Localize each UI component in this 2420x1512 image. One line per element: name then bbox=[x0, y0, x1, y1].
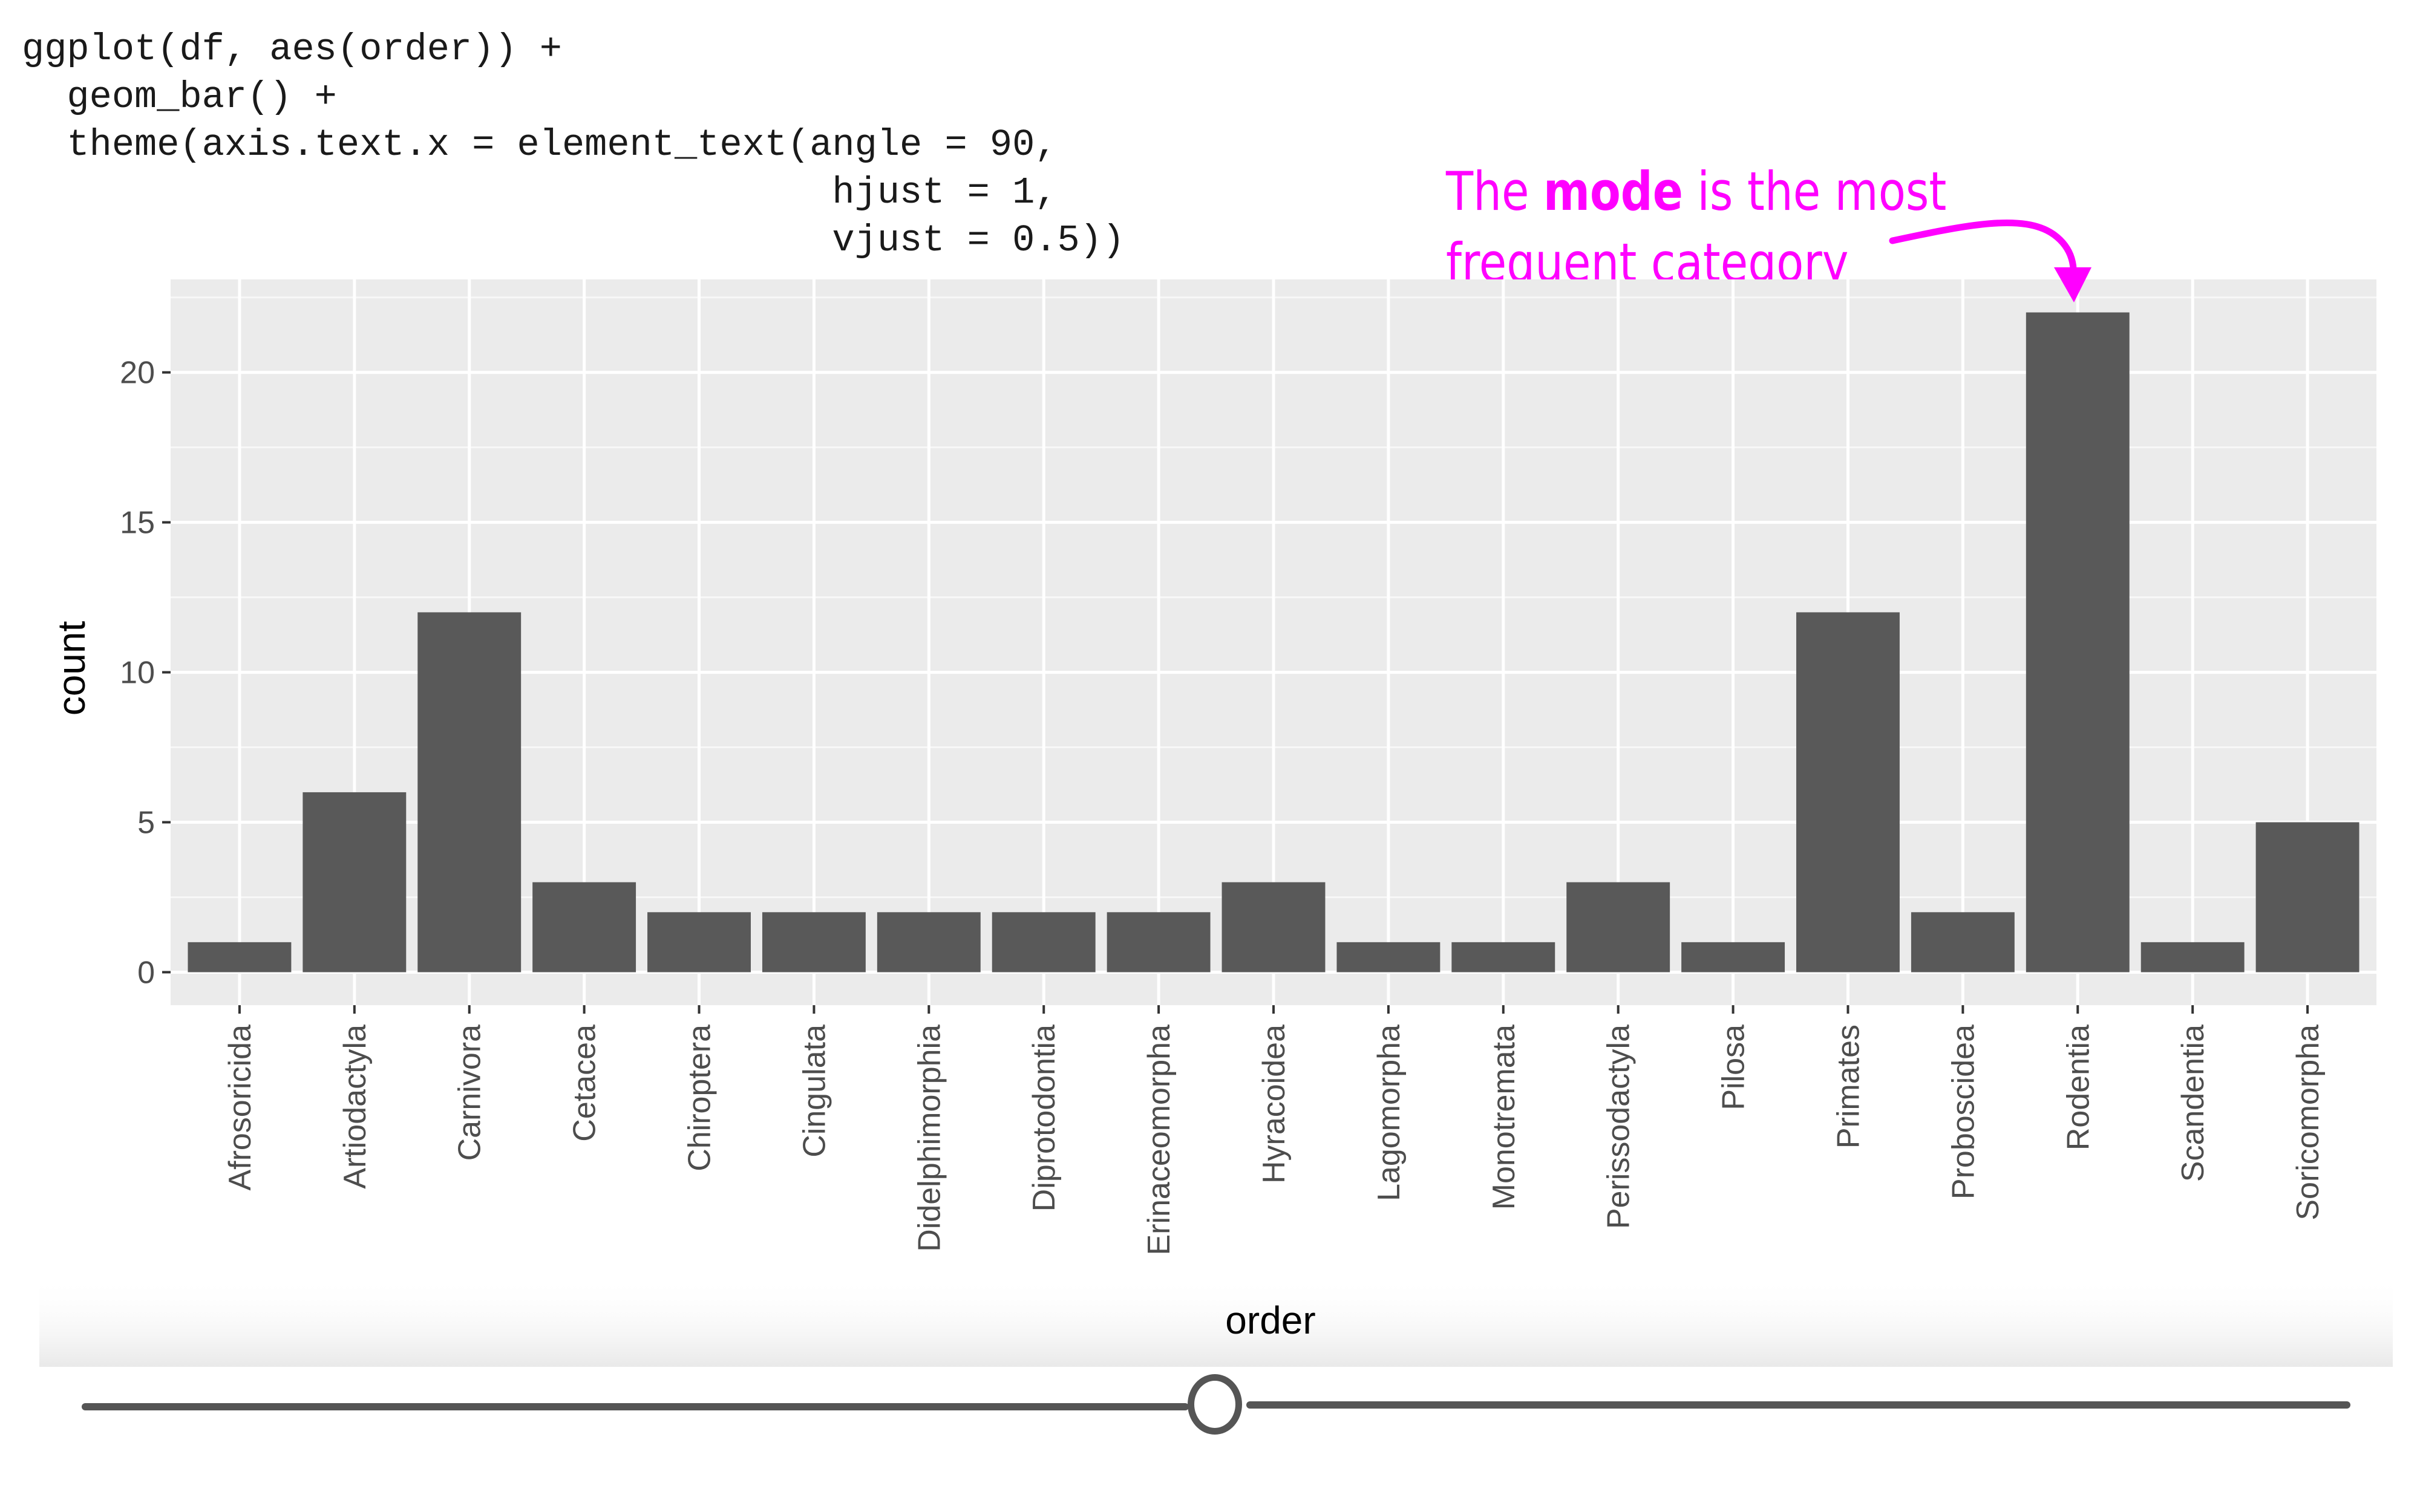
slider[interactable] bbox=[82, 1373, 2350, 1439]
bar-proboscidea bbox=[1911, 912, 2015, 973]
code-snippet: ggplot(df, aes(order)) + geom_bar() + th… bbox=[22, 25, 1125, 264]
annotation-suffix: is the most bbox=[1683, 160, 1947, 223]
slider-thumb[interactable] bbox=[1188, 1374, 1242, 1435]
bar-didelphimorphia bbox=[877, 912, 981, 973]
bottom-fade bbox=[39, 1276, 2393, 1367]
y-axis-title: count bbox=[50, 621, 93, 716]
bar-afrosoricida bbox=[188, 942, 292, 973]
code-line-3: theme(axis.text.x = element_text(angle =… bbox=[22, 123, 1058, 166]
x-tick-label: Erinaceomorpha bbox=[1142, 1025, 1177, 1256]
annotation-arrowhead bbox=[2054, 267, 2091, 302]
x-tick-label: Proboscidea bbox=[1946, 1025, 1981, 1199]
bar-lagomorpha bbox=[1336, 942, 1441, 973]
y-tick-label: 5 bbox=[137, 806, 155, 841]
bar-diprotodontia bbox=[992, 912, 1096, 973]
annotation-bold-word: mode bbox=[1543, 160, 1683, 223]
x-tick-label: Pilosa bbox=[1716, 1025, 1751, 1110]
y-tick-label: 20 bbox=[120, 356, 155, 391]
bar-rodentia bbox=[2026, 312, 2130, 973]
bar-primates bbox=[1796, 612, 1900, 973]
x-tick-label: Chiroptera bbox=[682, 1025, 718, 1171]
slider-track-left[interactable] bbox=[82, 1403, 1189, 1410]
annotation-prefix: The bbox=[1446, 160, 1543, 223]
code-line-1: ggplot(df, aes(order)) + bbox=[22, 28, 562, 71]
x-axis-title: order bbox=[1225, 1299, 1315, 1342]
bar-chart: 0 5 10 15 20 Afrosoricida Artiodactyla Carnivo… bbox=[39, 220, 2393, 1367]
x-tick-label: Rodentia bbox=[2061, 1025, 2096, 1150]
bar-cetacea bbox=[532, 882, 636, 973]
x-tick-label: Didelphimorphia bbox=[912, 1025, 947, 1252]
y-tick-label: 10 bbox=[120, 656, 155, 691]
annotation-line-1: The mode is the most bbox=[1446, 156, 1946, 227]
y-axis: 0 5 10 15 20 bbox=[120, 356, 171, 990]
x-tick-label: Primates bbox=[1831, 1025, 1866, 1149]
x-tick-label: Artiodactyla bbox=[338, 1025, 373, 1189]
bar-perissodactyla bbox=[1566, 882, 1670, 973]
x-tick-label: Cetacea bbox=[567, 1025, 603, 1142]
x-tick-label: Hyracoidea bbox=[1257, 1025, 1292, 1184]
code-line-2: geom_bar() + bbox=[22, 76, 337, 119]
x-tick-label: Scandentia bbox=[2176, 1025, 2211, 1182]
bars bbox=[188, 312, 2360, 973]
x-tick-label: Carnivora bbox=[453, 1025, 488, 1161]
bar-pilosa bbox=[1681, 942, 1785, 973]
code-line-4: hjust = 1, bbox=[22, 171, 1058, 214]
bar-monotremata bbox=[1451, 942, 1555, 973]
x-tick-label: Monotremata bbox=[1486, 1025, 1522, 1210]
bar-scandentia bbox=[2140, 942, 2245, 973]
x-tick-label: Perissodactyla bbox=[1601, 1025, 1637, 1229]
slider-track-right[interactable] bbox=[1246, 1401, 2350, 1409]
x-axis: Afrosoricida Artiodactyla Carnivora Cetacea… bbox=[223, 1005, 2326, 1256]
bar-hyracoidea bbox=[1221, 882, 1326, 973]
bar-artiodactyla bbox=[302, 792, 407, 973]
x-tick-label: Lagomorpha bbox=[1372, 1025, 1407, 1201]
x-tick-label: Cingulata bbox=[797, 1025, 832, 1158]
bar-cingulata bbox=[762, 912, 866, 973]
x-tick-label: Soricomorpha bbox=[2291, 1025, 2326, 1220]
x-tick-label: Afrosoricida bbox=[223, 1025, 258, 1191]
code-line-5: vjust = 0.5)) bbox=[22, 219, 1125, 262]
bar-soricomorpha bbox=[2255, 822, 2360, 973]
y-tick-label: 15 bbox=[120, 506, 155, 541]
bar-chiroptera bbox=[647, 912, 751, 973]
bar-erinaceomorpha bbox=[1107, 912, 1211, 973]
bar-carnivora bbox=[417, 612, 522, 973]
x-tick-label: Diprotodontia bbox=[1027, 1025, 1062, 1211]
annotation-arrow bbox=[1889, 220, 2077, 293]
y-tick-label: 0 bbox=[137, 955, 155, 990]
